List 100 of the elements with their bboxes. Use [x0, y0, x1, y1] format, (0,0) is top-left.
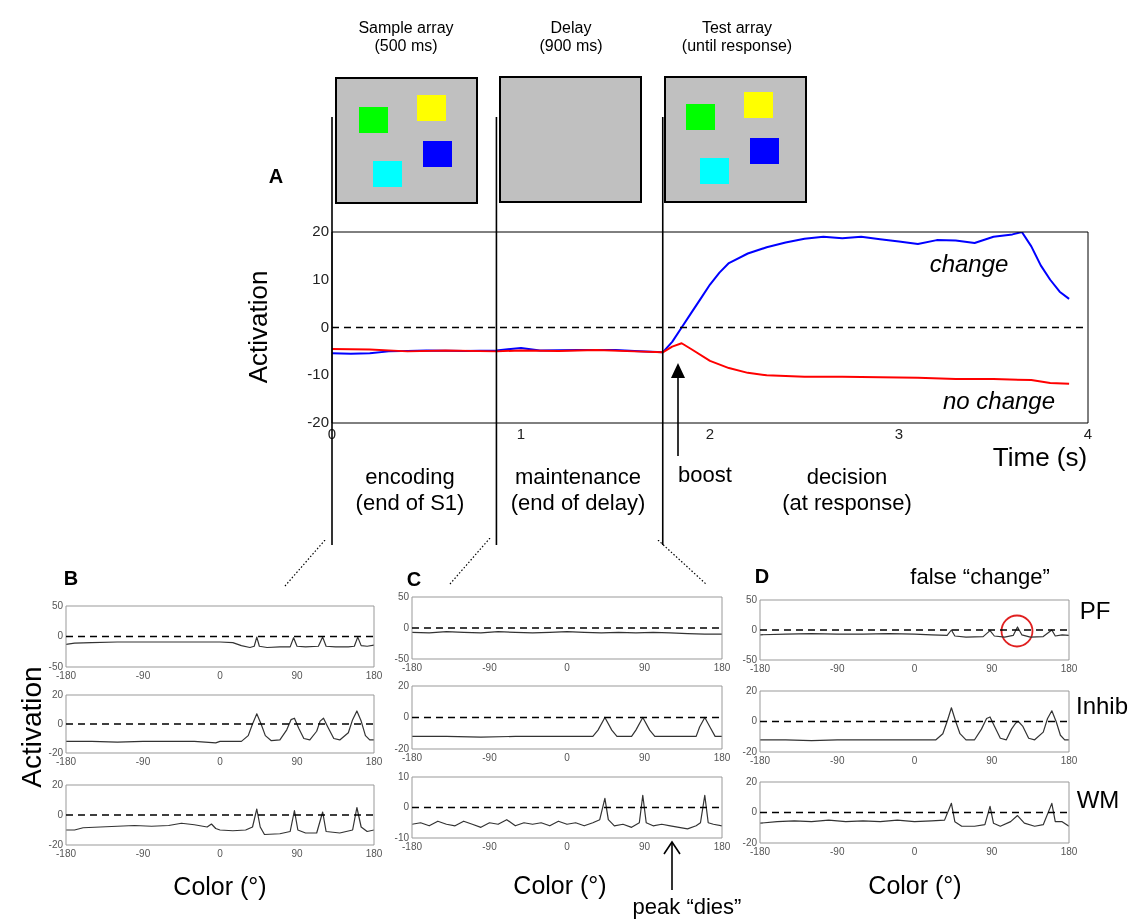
x-tick-label: -90 [482, 751, 498, 763]
x-axis-title: Color (°) [513, 870, 607, 900]
x-tick-label: 3 [894, 425, 904, 443]
x-tick-label: 90 [986, 845, 998, 857]
x-tick-label: -90 [830, 754, 845, 766]
x-tick-label: 90 [986, 754, 998, 766]
text: Test array (until response) [681, 19, 793, 55]
y-tick-label: -20 [394, 742, 410, 754]
y-tick-label: 0 [751, 806, 758, 818]
x-tick-label: 180 [1060, 662, 1078, 674]
y-tick-label: -20 [48, 746, 64, 758]
x-tick-label: -180 [55, 847, 77, 859]
y-tick-label: 20 [745, 684, 758, 696]
x-tick-label: 2 [705, 425, 715, 443]
x-tick-label: -180 [401, 751, 423, 763]
x-tick-label: 90 [291, 847, 303, 859]
x-tick-label: 0 [564, 661, 571, 673]
text: Sample array (500 ms) [358, 19, 454, 55]
y-tick-label: 50 [745, 593, 758, 605]
y-tick-label: 20 [51, 688, 64, 700]
y-tick-label: -10 [394, 831, 410, 843]
y-tick-label: -50 [48, 660, 64, 672]
annotation: no change [942, 387, 1056, 415]
x-axis-title: Time (s) [992, 441, 1088, 473]
x-tick-label: 0 [564, 840, 571, 852]
y-tick-label: 20 [397, 679, 410, 691]
x-tick-label: 0 [911, 845, 918, 857]
text: Inhib [1075, 692, 1129, 720]
x-tick-label: 4 [1083, 425, 1093, 443]
text: peak “dies” [632, 894, 742, 920]
y-tick-label: 50 [51, 599, 64, 611]
x-tick-label: -180 [749, 662, 771, 674]
text: PF [1079, 597, 1111, 625]
x-tick-label: -180 [55, 669, 77, 681]
x-axis-title: Color (°) [868, 870, 962, 900]
x-tick-label: 90 [638, 840, 651, 852]
y-tick-label: 20 [745, 775, 758, 787]
text: boost [678, 462, 732, 488]
y-tick-label: 0 [751, 623, 758, 635]
text: encoding (end of S1) [355, 464, 465, 516]
y-tick-label: 0 [320, 317, 329, 335]
x-tick-label: 180 [365, 847, 383, 859]
x-tick-label: -180 [749, 754, 771, 766]
x-tick-label: 180 [713, 661, 731, 673]
y-tick-label: -20 [742, 745, 758, 757]
y-tick-label: 50 [397, 590, 410, 602]
x-tick-label: 180 [713, 840, 731, 852]
x-tick-label: -90 [135, 755, 151, 767]
x-tick-label: -90 [482, 661, 498, 673]
y-tick-label: 0 [403, 801, 410, 813]
y-tick-label: 10 [312, 269, 329, 287]
y-tick-label: -20 [48, 838, 64, 850]
text: false “change” [910, 564, 1050, 590]
y-tick-label: -10 [307, 365, 329, 383]
x-tick-label: 0 [911, 754, 918, 766]
x-tick-label: 90 [291, 669, 303, 681]
text: Delay (900 ms) [539, 19, 603, 55]
x-axis-title: Color (°) [173, 871, 267, 901]
y-tick-label: 0 [57, 630, 64, 642]
y-axis-title: Activation [242, 270, 274, 384]
x-tick-label: 180 [365, 669, 383, 681]
x-tick-label: 0 [217, 755, 224, 767]
x-tick-label: 90 [986, 662, 998, 674]
y-tick-label: 0 [403, 711, 410, 723]
x-tick-label: 0 [217, 669, 224, 681]
y-tick-label: 10 [397, 770, 410, 782]
x-tick-label: -180 [401, 661, 423, 673]
y-tick-label: 0 [403, 621, 410, 633]
y-tick-label: -20 [307, 413, 329, 431]
y-tick-label: 20 [51, 778, 64, 790]
x-tick-label: 180 [1060, 845, 1078, 857]
x-tick-label: -90 [135, 847, 151, 859]
y-axis-title: Activation [16, 666, 48, 788]
y-tick-label: 0 [57, 808, 64, 820]
y-tick-label: 0 [751, 715, 758, 727]
chart-title: D [754, 564, 770, 588]
x-tick-label: -180 [749, 845, 771, 857]
x-tick-label: -90 [482, 840, 498, 852]
x-tick-label: 1 [516, 425, 526, 443]
annotation: change [929, 250, 1009, 278]
y-tick-label: -50 [394, 652, 410, 664]
x-tick-label: 90 [638, 751, 651, 763]
y-tick-label: -20 [742, 836, 758, 848]
x-tick-label: 180 [365, 755, 383, 767]
x-tick-label: 0 [217, 847, 224, 859]
chart-title: B [63, 566, 79, 590]
x-tick-label: 0 [911, 662, 918, 674]
x-tick-label: 90 [638, 661, 651, 673]
x-tick-label: 180 [713, 751, 731, 763]
x-tick-label: -180 [55, 755, 77, 767]
text: decision (at response) [782, 464, 912, 516]
chart-title: C [406, 567, 422, 591]
x-tick-label: -90 [830, 662, 845, 674]
chart-title: A [268, 164, 284, 188]
x-tick-label: 90 [291, 755, 303, 767]
x-tick-label: 180 [1060, 754, 1078, 766]
text: maintenance (end of delay) [510, 464, 646, 516]
y-tick-label: 20 [312, 222, 329, 240]
y-tick-label: -50 [742, 653, 758, 665]
x-tick-label: -180 [401, 840, 423, 852]
